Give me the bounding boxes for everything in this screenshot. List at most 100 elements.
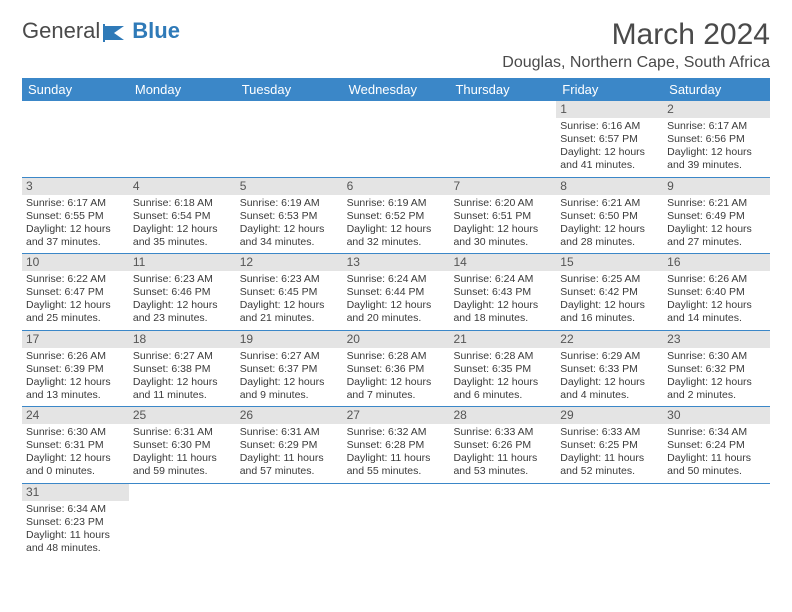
calendar-cell: 18 Sunrise: 6:27 AMSunset: 6:38 PMDayligh…: [129, 331, 236, 407]
sunset-text: Sunset: 6:54 PM: [133, 210, 232, 223]
day-number: 25: [129, 407, 236, 424]
daylight-text: Daylight: 12 hours and 6 minutes.: [453, 376, 552, 402]
sunrise-text: Sunrise: 6:18 AM: [133, 197, 232, 210]
sunset-text: Sunset: 6:40 PM: [667, 286, 766, 299]
calendar-cell: 4 Sunrise: 6:18 AMSunset: 6:54 PMDaylight…: [129, 178, 236, 254]
daylight-text: Daylight: 12 hours and 23 minutes.: [133, 299, 232, 325]
daylight-text: Daylight: 12 hours and 11 minutes.: [133, 376, 232, 402]
calendar-row: 1Sunrise: 6:16 AMSunset: 6:57 PMDaylight…: [22, 101, 770, 178]
day-number: 18: [129, 331, 236, 348]
day-number: 1: [556, 101, 663, 118]
sunrise-text: Sunrise: 6:21 AM: [560, 197, 659, 210]
calendar-cell: 16 Sunrise: 6:26 AMSunset: 6:40 PMDayligh…: [663, 254, 770, 330]
day-number: 23: [663, 331, 770, 348]
sunrise-text: Sunrise: 6:32 AM: [347, 426, 446, 439]
calendar-cell: 19Sunrise: 6:27 AMSunset: 6:37 PMDayligh…: [236, 331, 343, 407]
sunset-text: Sunset: 6:37 PM: [240, 363, 339, 376]
calendar-cell: 5Sunrise: 6:19 AMSunset: 6:53 PMDaylight…: [236, 178, 343, 254]
sunrise-text: Sunrise: 6:34 AM: [667, 426, 766, 439]
sunrise-text: Sunrise: 6:31 AM: [133, 426, 232, 439]
day-number: 9: [663, 178, 770, 195]
calendar-cell: 20Sunrise: 6:28 AMSunset: 6:36 PMDayligh…: [343, 331, 450, 407]
day-number: 21: [449, 331, 556, 348]
calendar-row: 24Sunrise: 6:30 AMSunset: 6:31 PMDayligh…: [22, 407, 770, 484]
calendar-cell: 13Sunrise: 6:24 AMSunset: 6:44 PMDayligh…: [343, 254, 450, 330]
calendar-cell: 24Sunrise: 6:30 AMSunset: 6:31 PMDayligh…: [22, 407, 129, 483]
sunset-text: Sunset: 6:49 PM: [667, 210, 766, 223]
calendar-cell: 7Sunrise: 6:20 AMSunset: 6:51 PMDaylight…: [449, 178, 556, 254]
day-number: 8: [556, 178, 663, 195]
calendar-cell: 9Sunrise: 6:21 AMSunset: 6:49 PMDaylight…: [663, 178, 770, 254]
header-row: General Blue March 2024: [22, 18, 770, 52]
calendar-cell: 25Sunrise: 6:31 AMSunset: 6:30 PMDayligh…: [129, 407, 236, 483]
calendar-cell: [449, 101, 556, 177]
sunset-text: Sunset: 6:50 PM: [560, 210, 659, 223]
calendar-cell: 12Sunrise: 6:23 AMSunset: 6:45 PMDayligh…: [236, 254, 343, 330]
sunset-text: Sunset: 6:35 PM: [453, 363, 552, 376]
daylight-text: Daylight: 12 hours and 4 minutes.: [560, 376, 659, 402]
sunrise-text: Sunrise: 6:26 AM: [667, 273, 766, 286]
day-number: 29: [556, 407, 663, 424]
sunset-text: Sunset: 6:39 PM: [26, 363, 125, 376]
daylight-text: Daylight: 12 hours and 14 minutes.: [667, 299, 766, 325]
daylight-text: Daylight: 12 hours and 35 minutes.: [133, 223, 232, 249]
sunset-text: Sunset: 6:23 PM: [26, 516, 125, 529]
sunrise-text: Sunrise: 6:33 AM: [453, 426, 552, 439]
daylight-text: Daylight: 12 hours and 30 minutes.: [453, 223, 552, 249]
calendar-row: 10Sunrise: 6:22 AMSunset: 6:47 PMDayligh…: [22, 254, 770, 331]
day-number: 15: [556, 254, 663, 271]
day-number: 26: [236, 407, 343, 424]
sunset-text: Sunset: 6:36 PM: [347, 363, 446, 376]
day-number: 11: [129, 254, 236, 271]
calendar-cell: 2Sunrise: 6:17 AMSunset: 6:56 PMDaylight…: [663, 101, 770, 177]
weekday-tuesday: Tuesday: [236, 78, 343, 101]
sunset-text: Sunset: 6:46 PM: [133, 286, 232, 299]
calendar-cell: 11Sunrise: 6:23 AMSunset: 6:46 PMDayligh…: [129, 254, 236, 330]
day-number: 27: [343, 407, 450, 424]
sunset-text: Sunset: 6:30 PM: [133, 439, 232, 452]
sunrise-text: Sunrise: 6:24 AM: [347, 273, 446, 286]
daylight-text: Daylight: 12 hours and 16 minutes.: [560, 299, 659, 325]
sunrise-text: Sunrise: 6:31 AM: [240, 426, 339, 439]
daylight-text: Daylight: 12 hours and 32 minutes.: [347, 223, 446, 249]
calendar-body: 1Sunrise: 6:16 AMSunset: 6:57 PMDaylight…: [22, 101, 770, 559]
sunrise-text: Sunrise: 6:26 AM: [26, 350, 125, 363]
sunset-text: Sunset: 6:38 PM: [133, 363, 232, 376]
sunrise-text: Sunrise: 6:23 AM: [240, 273, 339, 286]
day-number: 13: [343, 254, 450, 271]
daylight-text: Daylight: 11 hours and 50 minutes.: [667, 452, 766, 478]
sunset-text: Sunset: 6:42 PM: [560, 286, 659, 299]
daylight-text: Daylight: 12 hours and 9 minutes.: [240, 376, 339, 402]
sunset-text: Sunset: 6:55 PM: [26, 210, 125, 223]
day-number: 7: [449, 178, 556, 195]
sunset-text: Sunset: 6:44 PM: [347, 286, 446, 299]
daylight-text: Daylight: 11 hours and 57 minutes.: [240, 452, 339, 478]
day-number: 20: [343, 331, 450, 348]
sunrise-text: Sunrise: 6:27 AM: [133, 350, 232, 363]
calendar-cell: 28Sunrise: 6:33 AMSunset: 6:26 PMDayligh…: [449, 407, 556, 483]
calendar-cell: 29Sunrise: 6:33 AMSunset: 6:25 PMDayligh…: [556, 407, 663, 483]
calendar-cell: 10Sunrise: 6:22 AMSunset: 6:47 PMDayligh…: [22, 254, 129, 330]
calendar-header: Sunday Monday Tuesday Wednesday Thursday…: [22, 78, 770, 101]
sunrise-text: Sunrise: 6:30 AM: [26, 426, 125, 439]
sunrise-text: Sunrise: 6:33 AM: [560, 426, 659, 439]
calendar-cell: 8Sunrise: 6:21 AMSunset: 6:50 PMDaylight…: [556, 178, 663, 254]
sunrise-text: Sunrise: 6:29 AM: [560, 350, 659, 363]
sunset-text: Sunset: 6:51 PM: [453, 210, 552, 223]
sunrise-text: Sunrise: 6:34 AM: [26, 503, 125, 516]
day-number: 16: [663, 254, 770, 271]
day-number: 24: [22, 407, 129, 424]
sunrise-text: Sunrise: 6:30 AM: [667, 350, 766, 363]
daylight-text: Daylight: 12 hours and 25 minutes.: [26, 299, 125, 325]
sunrise-text: Sunrise: 6:25 AM: [560, 273, 659, 286]
sunset-text: Sunset: 6:32 PM: [667, 363, 766, 376]
daylight-text: Daylight: 12 hours and 39 minutes.: [667, 146, 766, 172]
day-number: 5: [236, 178, 343, 195]
sunset-text: Sunset: 6:24 PM: [667, 439, 766, 452]
daylight-text: Daylight: 11 hours and 55 minutes.: [347, 452, 446, 478]
day-number: 4: [129, 178, 236, 195]
sunset-text: Sunset: 6:45 PM: [240, 286, 339, 299]
calendar-row: 3Sunrise: 6:17 AMSunset: 6:55 PMDaylight…: [22, 178, 770, 255]
daylight-text: Daylight: 12 hours and 37 minutes.: [26, 223, 125, 249]
calendar-cell: 21Sunrise: 6:28 AMSunset: 6:35 PMDayligh…: [449, 331, 556, 407]
